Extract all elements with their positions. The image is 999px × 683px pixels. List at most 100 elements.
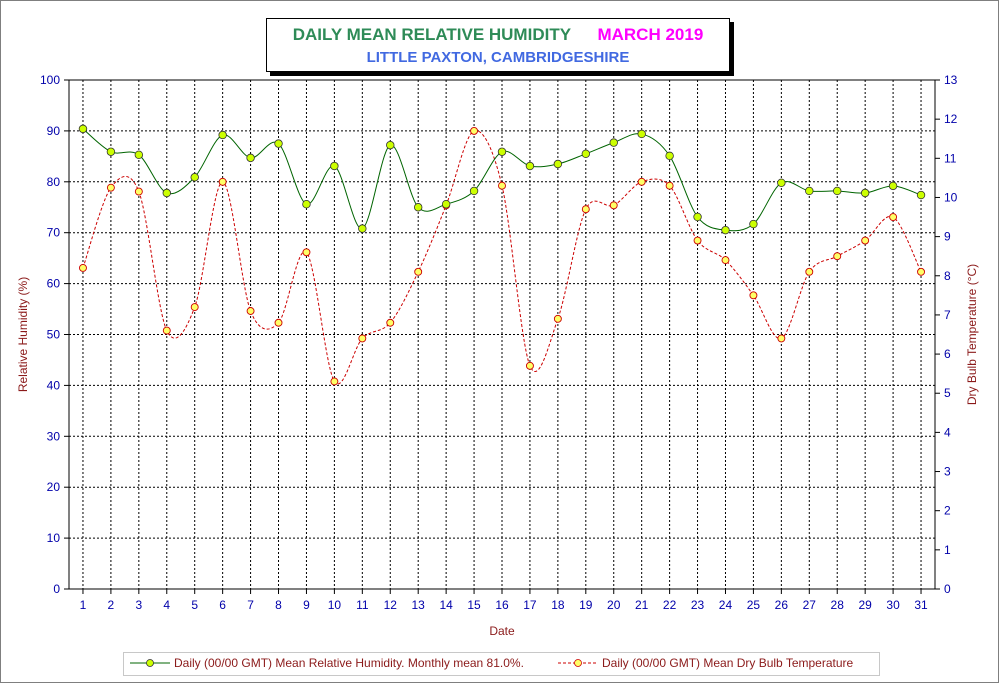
temperature-point (330, 377, 339, 386)
x-tick-label: 21 (635, 598, 649, 612)
x-tick-label: 27 (803, 598, 817, 612)
left-axis-title: Relative Humidity (%) (16, 277, 30, 392)
x-tick-label: 24 (719, 598, 733, 612)
humidity-point (302, 199, 311, 209)
temperature-point (777, 334, 786, 343)
humidity-point (721, 225, 730, 235)
humidity-point (274, 139, 283, 148)
temperature-point (79, 263, 87, 272)
chart-month: MARCH 2019 (597, 25, 704, 44)
legend: Daily (00/00 GMT) Mean Relative Humidity… (123, 652, 880, 676)
x-axis-title: Date (489, 624, 515, 638)
temperature-point (665, 181, 674, 190)
x-tick-label: 25 (747, 598, 761, 612)
humidity-point (134, 150, 144, 160)
right-tick-label: 2 (944, 504, 951, 518)
x-tick-label: 4 (163, 598, 170, 612)
x-tick-label: 29 (858, 598, 872, 612)
x-tick-label: 9 (303, 598, 310, 612)
x-tick-label: 15 (467, 598, 481, 612)
humidity-point (441, 199, 451, 209)
series-layer (78, 124, 926, 386)
temperature-line (82, 130, 922, 385)
right-tick-label: 11 (944, 151, 957, 165)
right-tick-label: 4 (944, 425, 951, 439)
legend-temperature-label: Daily (00/00 GMT) Mean Dry Bulb Temperat… (602, 656, 854, 670)
right-tick-label: 10 (944, 190, 958, 204)
humidity-point (581, 149, 591, 159)
x-tick-label: 7 (247, 598, 254, 612)
right-tick-label: 12 (944, 112, 958, 126)
temperature-point (553, 314, 562, 323)
humidity-point (749, 219, 758, 229)
left-tick-label: 0 (53, 582, 60, 596)
left-tick-label: 10 (47, 531, 61, 545)
legend-humidity-symbol (130, 659, 170, 667)
humidity-point (609, 138, 618, 147)
temperature-point (889, 213, 898, 221)
temperature-point (134, 187, 143, 196)
humidity-point (358, 224, 367, 233)
right-tick-label: 9 (944, 230, 951, 244)
grid-layer (69, 80, 935, 589)
x-tick-label: 10 (328, 598, 342, 612)
humidity-point (525, 161, 535, 171)
title-box: DAILY MEAN RELATIVE HUMIDITY MARCH 2019 … (266, 18, 730, 72)
right-tick-label: 7 (944, 308, 951, 322)
humidity-point (553, 159, 563, 169)
right-axis-title: Dry Bulb Temperature (°C) (965, 264, 979, 405)
left-tick-label: 60 (47, 277, 61, 291)
temperature-point (917, 267, 925, 276)
humidity-point (637, 129, 646, 139)
humidity-point (665, 151, 674, 161)
x-tick-label: 23 (691, 598, 705, 612)
x-tick-label: 19 (579, 598, 593, 612)
left-tick-label: 90 (47, 124, 61, 138)
x-tick-label: 20 (607, 598, 621, 612)
humidity-point (860, 188, 870, 198)
left-tick-label: 40 (47, 378, 61, 392)
left-tick-label: 20 (47, 480, 61, 494)
x-tick-label: 28 (831, 598, 845, 612)
temperature-point (833, 252, 842, 261)
chart-title: DAILY MEAN RELATIVE HUMIDITY (292, 25, 571, 44)
humidity-point (246, 153, 255, 163)
temperature-point (861, 236, 870, 245)
temperature-point (637, 177, 646, 186)
x-tick-label: 16 (495, 598, 509, 612)
humidity-point (386, 140, 395, 150)
humidity-point (833, 186, 842, 196)
humidity-point (777, 178, 786, 188)
temperature-point (190, 303, 199, 312)
humidity-point (469, 186, 479, 196)
temperature-point (162, 326, 171, 335)
x-tick-label: 11 (356, 598, 369, 612)
temperature-point (749, 291, 758, 300)
humidity-point (805, 186, 814, 196)
humidity-point (106, 147, 116, 156)
temperature-point (106, 183, 115, 192)
x-tick-label: 1 (80, 598, 87, 612)
x-tick-label: 31 (914, 598, 928, 612)
humidity-point (916, 190, 926, 200)
right-tick-label: 0 (944, 582, 951, 596)
right-tick-label: 1 (944, 543, 951, 557)
temperature-point (358, 334, 367, 343)
temperature-point (721, 256, 730, 265)
x-tick-label: 14 (439, 598, 453, 612)
right-tick-label: 6 (944, 347, 951, 361)
chart-subtitle: LITTLE PAXTON, CAMBRIDGESHIRE (366, 49, 630, 66)
temperature-point (805, 267, 814, 276)
temperature-point (414, 267, 423, 276)
x-tick-label: 6 (219, 598, 226, 612)
temperature-point (498, 181, 506, 190)
left-tick-label: 30 (47, 429, 61, 443)
humidity-point (162, 188, 171, 198)
x-tick-label: 22 (663, 598, 677, 612)
temperature-point (693, 236, 702, 245)
temperature-point (218, 177, 227, 186)
left-tick-label: 100 (40, 73, 60, 87)
x-tick-label: 2 (108, 598, 115, 612)
x-tick-label: 13 (412, 598, 426, 612)
humidity-point (330, 161, 339, 171)
